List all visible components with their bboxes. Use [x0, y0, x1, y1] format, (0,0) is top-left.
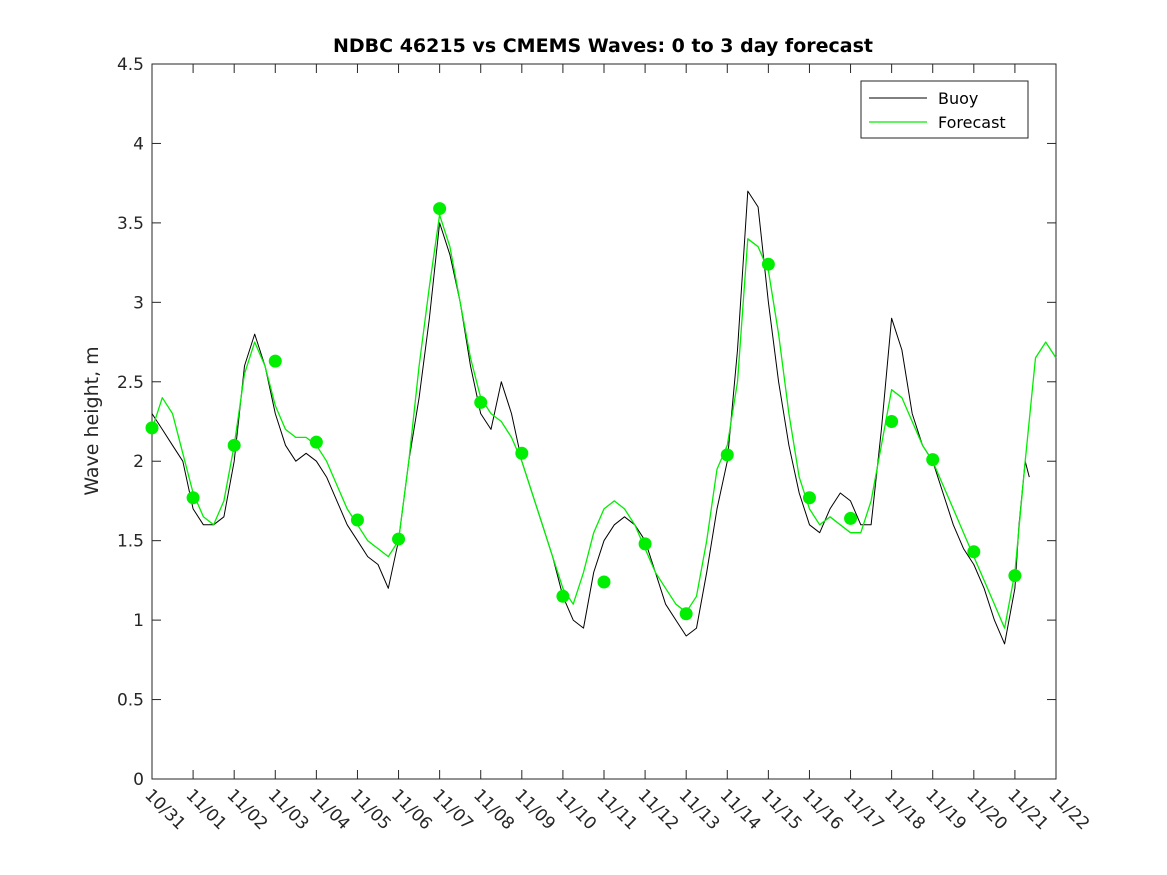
buoy-series-line [151, 190, 1030, 645]
forecast-marker [844, 511, 858, 525]
y-tick-label: 0.5 [117, 691, 144, 711]
y-tick-label: 1.5 [117, 532, 144, 552]
forecast-marker [433, 202, 447, 216]
forecast-marker [145, 421, 159, 435]
y-tick-label: 0 [133, 770, 144, 790]
forecast-marker [720, 448, 734, 462]
forecast-marker [186, 491, 200, 505]
legend-forecast-label: Forecast [938, 113, 1006, 132]
forecast-marker [556, 589, 570, 603]
forecast-marker [761, 257, 775, 271]
legend-box [860, 80, 1029, 139]
y-tick-label: 3 [133, 293, 144, 313]
y-tick-label: 2.5 [117, 373, 144, 393]
y-tick-label: 1 [133, 611, 144, 631]
legend: Buoy Forecast [860, 80, 1029, 139]
legend-buoy-label: Buoy [938, 89, 978, 108]
forecast-marker [638, 537, 652, 551]
forecast-series-line [151, 214, 1057, 629]
y-tick-label: 2 [133, 452, 144, 472]
chart-title: NDBC 46215 vs CMEMS Waves: 0 to 3 day fo… [333, 35, 873, 57]
forecast-marker [1008, 569, 1022, 583]
forecast-marker [227, 438, 241, 452]
forecast-marker [679, 607, 693, 621]
y-tick-label: 4 [133, 134, 144, 154]
forecast-marker [350, 513, 364, 527]
forecast-marker [967, 545, 981, 559]
forecast-marker [392, 532, 406, 546]
forecast-marker [802, 491, 816, 505]
y-tick-label: 3.5 [117, 214, 144, 234]
forecast-marker [474, 395, 488, 409]
forecast-marker [268, 354, 282, 368]
forecast-marker [309, 435, 323, 449]
forecast-marker [515, 446, 529, 460]
forecast-marker [885, 415, 899, 428]
y-tick-label: 4.5 [117, 55, 144, 75]
forecast-marker [597, 575, 611, 589]
y-axis-label: Wave height, m [81, 346, 103, 495]
forecast-marker [926, 453, 940, 467]
